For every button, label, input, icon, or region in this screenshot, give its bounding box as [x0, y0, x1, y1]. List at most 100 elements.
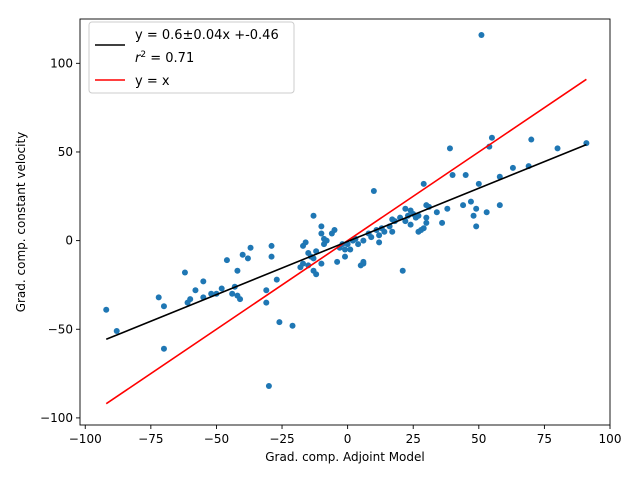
- data-point: [244, 255, 251, 262]
- data-point: [376, 239, 383, 246]
- data-point: [200, 278, 207, 285]
- y-tick-label: 0: [65, 234, 73, 248]
- data-point: [470, 212, 477, 219]
- x-tick-label: 75: [537, 432, 552, 446]
- data-point: [420, 225, 427, 232]
- legend-r2-label: r2 = 0.71: [135, 50, 194, 66]
- plot-frame: [79, 18, 611, 426]
- data-point: [268, 242, 275, 249]
- data-point: [399, 267, 406, 274]
- data-point: [402, 205, 409, 212]
- data-point: [155, 294, 162, 301]
- data-point: [113, 328, 120, 335]
- data-point: [302, 239, 309, 246]
- data-point: [376, 232, 383, 239]
- data-point: [318, 223, 325, 230]
- y-tick-label: −100: [40, 411, 73, 425]
- data-point: [488, 134, 495, 141]
- data-point: [462, 172, 469, 179]
- data-point: [528, 136, 535, 143]
- legend-r2-value: 0.71: [165, 51, 194, 66]
- data-point: [439, 219, 446, 226]
- data-point: [347, 246, 354, 253]
- data-point: [473, 205, 480, 212]
- x-axis-label: Grad. comp. Adjoint Model: [265, 450, 425, 464]
- x-tick-label: 50: [471, 432, 486, 446]
- x-tick-label: −75: [138, 432, 163, 446]
- lines-layer: [105, 78, 587, 405]
- x-tick-label: −50: [204, 432, 229, 446]
- x-tick-label: −25: [269, 432, 294, 446]
- data-point: [323, 237, 330, 244]
- data-point: [475, 180, 482, 187]
- data-point: [446, 145, 453, 152]
- data-point: [370, 187, 377, 194]
- data-point: [192, 287, 199, 294]
- data-point: [300, 260, 307, 267]
- data-point: [473, 223, 480, 230]
- data-point: [223, 257, 230, 264]
- x-tick-label: −100: [69, 432, 102, 446]
- data-point: [103, 306, 110, 313]
- legend-identity-label: y = x: [135, 74, 170, 89]
- data-point: [368, 234, 375, 241]
- data-point: [268, 253, 275, 260]
- data-point: [360, 237, 367, 244]
- data-point: [318, 260, 325, 267]
- data-point: [334, 258, 341, 265]
- x-axis: −100 −75 −50 −25 0 25 50 75 100: [69, 425, 622, 446]
- data-point: [229, 290, 236, 297]
- data-point: [415, 212, 422, 219]
- x-tick-label: 25: [406, 432, 421, 446]
- y-tick-label: 100: [50, 56, 73, 70]
- data-point: [509, 164, 516, 171]
- data-point: [318, 230, 325, 237]
- data-point: [273, 276, 280, 283]
- data-point: [276, 319, 283, 326]
- y-tick-label: 50: [58, 145, 73, 159]
- legend: y = 0.6±0.04x +-0.46 r2 = 0.71 y = x: [88, 21, 295, 94]
- data-point: [381, 228, 388, 235]
- data-point: [239, 251, 246, 258]
- data-point: [342, 246, 348, 253]
- data-point: [289, 322, 296, 329]
- data-point: [423, 214, 430, 221]
- data-point: [265, 382, 272, 389]
- data-point: [187, 296, 194, 303]
- data-point: [420, 180, 427, 187]
- data-point: [234, 267, 241, 274]
- x-tick-label: 0: [344, 432, 352, 446]
- y-tick-label: −50: [48, 322, 73, 336]
- data-point: [263, 287, 270, 294]
- legend-box: [88, 21, 295, 94]
- data-point: [247, 244, 254, 251]
- data-point: [449, 172, 456, 179]
- data-point: [160, 303, 167, 310]
- data-point: [423, 219, 430, 226]
- data-point: [160, 345, 167, 352]
- data-point: [237, 296, 244, 303]
- data-point: [496, 202, 503, 209]
- data-point: [433, 209, 440, 216]
- data-point: [355, 241, 362, 248]
- data-point: [342, 253, 348, 260]
- data-point: [444, 205, 451, 212]
- x-tick-label: 100: [599, 432, 622, 446]
- legend-fit-label: y = 0.6±0.04x +-0.46: [135, 28, 279, 43]
- data-point: [467, 198, 474, 205]
- data-point: [360, 258, 367, 265]
- y-axis-label: Grad. comp. constant velocity: [14, 132, 28, 313]
- data-point: [313, 271, 320, 278]
- data-point: [310, 255, 317, 262]
- data-point: [310, 212, 317, 219]
- data-point: [554, 145, 561, 152]
- y-axis: −100 −50 0 50 100: [40, 56, 80, 425]
- fit-line: [105, 143, 587, 341]
- data-point: [407, 221, 414, 228]
- data-point: [263, 299, 270, 306]
- data-point: [460, 202, 467, 209]
- data-point: [181, 269, 188, 276]
- data-point: [331, 226, 338, 233]
- data-point: [478, 31, 485, 38]
